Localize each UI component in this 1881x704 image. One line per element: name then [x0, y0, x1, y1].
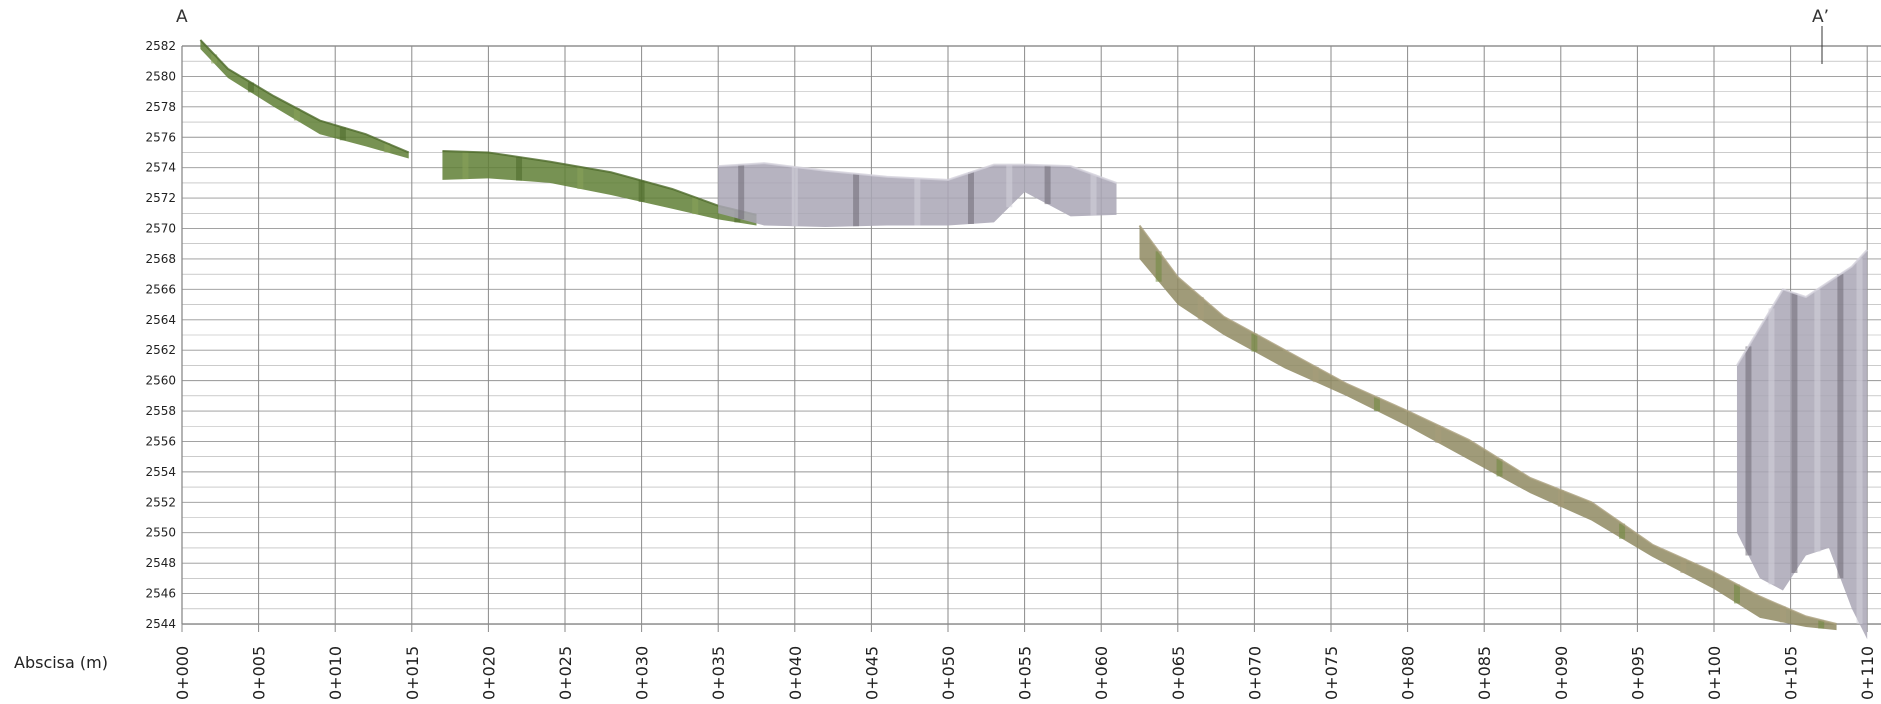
y-tick-label: 2562 — [145, 343, 176, 357]
y-tick-label: 2558 — [145, 404, 176, 418]
y-tick-label: 2560 — [145, 374, 176, 388]
y-tick-labels: 2582 2580 2578 2576 2574 2572 2570 2568 2566 2564… — [145, 39, 176, 631]
x-tick-label: 0+105 — [1782, 646, 1801, 700]
section-start-label: A — [176, 7, 188, 27]
x-tick-label: 0+005 — [250, 646, 269, 700]
y-tick-label: 2580 — [145, 69, 176, 83]
x-tick-label: 0+050 — [939, 646, 958, 700]
terrain-surface-line — [1138, 224, 1837, 625]
y-tick-label: 2566 — [145, 282, 176, 296]
y-tick-label: 2582 — [145, 39, 176, 53]
x-tick-label: 0+025 — [556, 646, 575, 700]
x-tick-label: 0+070 — [1245, 646, 1264, 700]
x-tick-label: 0+095 — [1628, 646, 1647, 700]
x-tick-label: 0+080 — [1399, 646, 1418, 700]
y-tick-label: 2550 — [145, 526, 176, 540]
x-tick-label: 0+020 — [479, 646, 498, 700]
x-tick-label: 0+055 — [1016, 646, 1035, 700]
x-tick-label: 0+045 — [862, 646, 881, 700]
y-tick-label: 2544 — [145, 617, 176, 631]
x-tick-label: 0+085 — [1475, 646, 1494, 700]
x-tick-label: 0+015 — [403, 646, 422, 700]
x-tick-label: 0+065 — [1169, 646, 1188, 700]
y-tick-label: 2574 — [145, 161, 176, 175]
x-tick-label: 0+060 — [1092, 646, 1111, 700]
x-tick-label: 0+000 — [173, 646, 192, 700]
terrain-segment — [1139, 225, 1837, 631]
y-tick-label: 2572 — [145, 191, 176, 205]
x-tick-label: 0+010 — [326, 646, 345, 700]
y-tick-label: 2564 — [145, 313, 176, 327]
terrain-layer — [199, 39, 1868, 640]
x-tick-label: 0+040 — [786, 646, 805, 700]
terrain-surface-line — [1736, 249, 1868, 366]
x-tick-label: 0+075 — [1322, 646, 1341, 700]
terrain-surface-line — [199, 39, 410, 154]
y-tick-label: 2570 — [145, 222, 176, 236]
section-end-label: A’ — [1812, 7, 1829, 27]
x-tick-labels: 0+000 0+005 0+010 0+015 0+020 0+025 0+030 0+035… — [173, 646, 1877, 700]
y-tick-label: 2576 — [145, 130, 176, 144]
x-tick-label: 0+100 — [1705, 646, 1724, 700]
y-tick-label: 2556 — [145, 434, 176, 448]
y-tick-label: 2578 — [145, 100, 176, 114]
y-tick-label: 2548 — [145, 556, 176, 570]
x-axis-label: Abscisa (m) — [14, 653, 108, 672]
terrain-surface-line — [718, 162, 1117, 184]
x-tick-label: 0+035 — [709, 646, 728, 700]
y-tick-label: 2552 — [145, 495, 176, 509]
terrain-segment — [200, 39, 409, 159]
y-tick-label: 2546 — [145, 587, 176, 601]
x-tick-label: 0+110 — [1858, 646, 1877, 700]
terrain-segment — [442, 150, 757, 226]
y-tick-label: 2568 — [145, 252, 176, 266]
grid-layer — [181, 45, 1881, 632]
y-tick-label: 2554 — [145, 465, 176, 479]
x-tick-label: 0+030 — [633, 646, 652, 700]
terrain-segment — [1736, 249, 1868, 640]
x-tick-label: 0+090 — [1552, 646, 1571, 700]
